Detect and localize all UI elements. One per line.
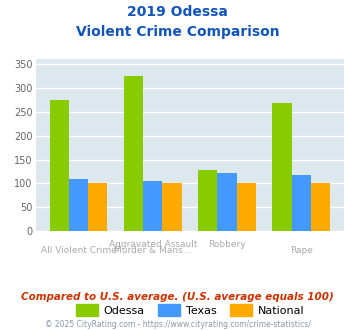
- Text: 2019 Odessa: 2019 Odessa: [127, 5, 228, 19]
- Bar: [237, 183, 256, 231]
- Bar: [69, 179, 88, 231]
- Text: Murder & Mans...: Murder & Mans...: [114, 246, 191, 255]
- Text: Aggravated Assault: Aggravated Assault: [109, 240, 197, 248]
- Text: All Violent Crime: All Violent Crime: [40, 246, 116, 255]
- Text: Violent Crime Comparison: Violent Crime Comparison: [76, 25, 279, 39]
- Bar: [217, 173, 237, 231]
- Bar: [163, 183, 182, 231]
- Bar: [50, 100, 69, 231]
- Bar: [143, 181, 163, 231]
- Bar: [311, 183, 330, 231]
- Bar: [88, 183, 108, 231]
- Bar: [198, 170, 217, 231]
- Legend: Odessa, Texas, National: Odessa, Texas, National: [71, 300, 308, 320]
- Bar: [272, 103, 292, 231]
- Text: Robbery: Robbery: [208, 240, 246, 248]
- Text: © 2025 CityRating.com - https://www.cityrating.com/crime-statistics/: © 2025 CityRating.com - https://www.city…: [45, 320, 310, 329]
- Bar: [124, 76, 143, 231]
- Text: Compared to U.S. average. (U.S. average equals 100): Compared to U.S. average. (U.S. average …: [21, 292, 334, 302]
- Bar: [292, 175, 311, 231]
- Text: Rape: Rape: [290, 246, 313, 255]
